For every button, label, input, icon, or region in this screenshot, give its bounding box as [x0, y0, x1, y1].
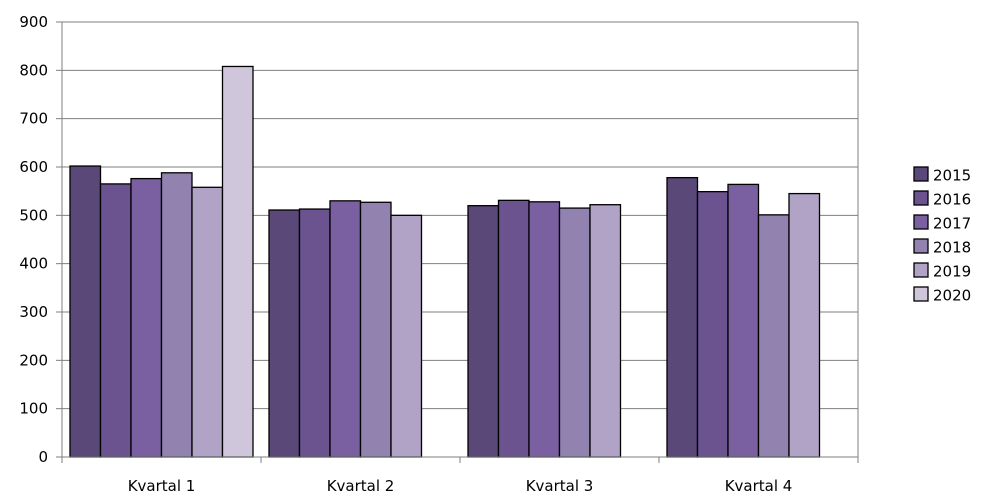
- bar-2018-3: [558, 207, 591, 458]
- legend-label: 2017: [933, 215, 971, 233]
- legend-item-2020: 2020: [913, 286, 971, 305]
- bar-2015-2: [268, 209, 301, 458]
- legend-swatch: [913, 286, 929, 302]
- y-tick-label: 0: [38, 448, 48, 466]
- bar-2019-1: [191, 186, 224, 458]
- axes: [56, 21, 859, 463]
- legend-swatch: [913, 238, 929, 254]
- bar-2015-3: [467, 205, 500, 458]
- category-label: Kvartal 3: [526, 477, 594, 495]
- bar-2019-3: [589, 204, 622, 458]
- category-label: Kvartal 2: [327, 477, 395, 495]
- category-label: Kvartal 4: [725, 477, 793, 495]
- bar-2015-4: [666, 176, 699, 458]
- bar-2018-4: [757, 214, 790, 458]
- bar-2015-1: [69, 165, 102, 458]
- y-tick-label: 800: [19, 61, 48, 79]
- bar-2018-1: [160, 172, 193, 458]
- legend-label: 2015: [933, 167, 971, 185]
- legend-swatch: [913, 190, 929, 206]
- y-tick-label: 700: [19, 110, 48, 128]
- legend-label: 2020: [933, 287, 971, 305]
- bar-2020-1: [221, 65, 254, 458]
- bar-2017-4: [727, 183, 760, 458]
- y-tick-label: 400: [19, 255, 48, 273]
- legend-item-2019: 2019: [913, 262, 971, 281]
- y-tick-labels: 0 100 200 300 400 500 600 700 800 900: [19, 13, 48, 466]
- bar-2019-2: [390, 214, 423, 458]
- legend-item-2016: 2016: [913, 190, 971, 209]
- bar-2017-3: [528, 201, 561, 458]
- legend-swatch: [913, 262, 929, 278]
- bar-2016-4: [696, 190, 729, 458]
- bar-2018-2: [359, 201, 392, 458]
- category-label: Kvartal 1: [128, 477, 196, 495]
- legend: 2015 2016 2017 2018 2019 2020: [913, 166, 971, 305]
- legend-swatch: [913, 214, 929, 230]
- bar-2016-2: [298, 208, 331, 458]
- bars: [69, 65, 821, 458]
- bar-2016-1: [99, 183, 132, 458]
- legend-swatch: [913, 166, 929, 182]
- y-tick-label: 200: [19, 351, 48, 369]
- legend-item-2018: 2018: [913, 238, 971, 257]
- category-labels: Kvartal 1 Kvartal 2 Kvartal 3 Kvartal 4: [128, 477, 793, 495]
- legend-label: 2019: [933, 263, 971, 281]
- y-tick-label: 300: [19, 303, 48, 321]
- bar-2017-1: [130, 177, 163, 458]
- legend-item-2017: 2017: [913, 214, 971, 233]
- legend-item-2015: 2015: [913, 166, 971, 185]
- bar-2017-2: [329, 200, 362, 458]
- bar-2019-4: [788, 192, 821, 458]
- y-tick-label: 100: [19, 400, 48, 418]
- y-tick-label: 600: [19, 158, 48, 176]
- y-tick-label: 500: [19, 206, 48, 224]
- bar-2016-3: [497, 199, 530, 458]
- legend-label: 2016: [933, 191, 971, 209]
- legend-label: 2018: [933, 239, 971, 257]
- y-tick-label: 900: [19, 13, 48, 31]
